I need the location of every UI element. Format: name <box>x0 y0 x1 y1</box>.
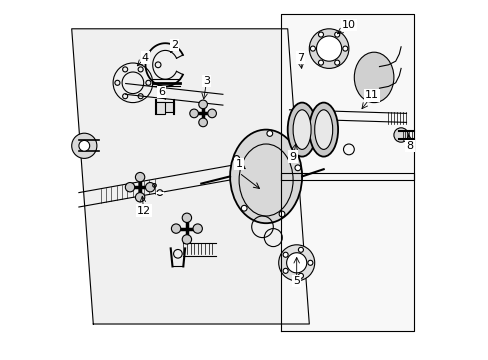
Circle shape <box>334 60 339 65</box>
Circle shape <box>298 247 303 252</box>
Bar <box>156 102 174 112</box>
Ellipse shape <box>309 103 337 157</box>
Circle shape <box>318 32 323 37</box>
Circle shape <box>310 46 315 51</box>
Circle shape <box>207 109 216 118</box>
Text: 8: 8 <box>406 141 413 151</box>
Circle shape <box>79 140 89 151</box>
Circle shape <box>145 183 155 192</box>
Circle shape <box>171 224 181 233</box>
Circle shape <box>266 131 272 136</box>
Circle shape <box>193 224 202 233</box>
Ellipse shape <box>314 110 332 149</box>
Text: 9: 9 <box>289 152 296 162</box>
Circle shape <box>393 128 407 142</box>
Text: 5: 5 <box>293 276 300 286</box>
Text: 1: 1 <box>235 159 242 169</box>
Circle shape <box>316 36 341 61</box>
Circle shape <box>125 183 134 192</box>
Circle shape <box>72 133 97 158</box>
Circle shape <box>241 205 246 211</box>
Circle shape <box>135 193 144 202</box>
Text: 2: 2 <box>170 40 178 50</box>
Ellipse shape <box>287 103 316 157</box>
Circle shape <box>233 156 239 161</box>
Polygon shape <box>72 29 309 324</box>
Circle shape <box>199 100 207 109</box>
Circle shape <box>279 211 285 217</box>
Circle shape <box>199 118 207 127</box>
Circle shape <box>318 60 323 65</box>
Text: 4: 4 <box>142 53 149 63</box>
Text: 7: 7 <box>296 53 303 63</box>
Circle shape <box>286 253 306 273</box>
Text: 3: 3 <box>203 76 210 86</box>
Ellipse shape <box>230 130 302 223</box>
Text: 11: 11 <box>365 90 379 100</box>
Ellipse shape <box>354 52 393 103</box>
Circle shape <box>278 245 314 281</box>
Ellipse shape <box>292 110 310 149</box>
Text: 6: 6 <box>158 87 165 97</box>
Circle shape <box>294 165 300 171</box>
Bar <box>156 102 165 114</box>
Circle shape <box>298 273 303 278</box>
Circle shape <box>342 46 347 51</box>
Circle shape <box>189 109 198 118</box>
Circle shape <box>182 235 191 244</box>
Circle shape <box>307 260 312 265</box>
Text: 10: 10 <box>341 20 355 30</box>
Circle shape <box>309 29 348 68</box>
Circle shape <box>182 213 191 222</box>
Polygon shape <box>280 173 413 331</box>
Circle shape <box>283 252 287 257</box>
Text: 12: 12 <box>136 206 150 216</box>
Circle shape <box>334 32 339 37</box>
Circle shape <box>135 172 144 182</box>
Polygon shape <box>280 14 413 180</box>
Circle shape <box>283 268 287 273</box>
